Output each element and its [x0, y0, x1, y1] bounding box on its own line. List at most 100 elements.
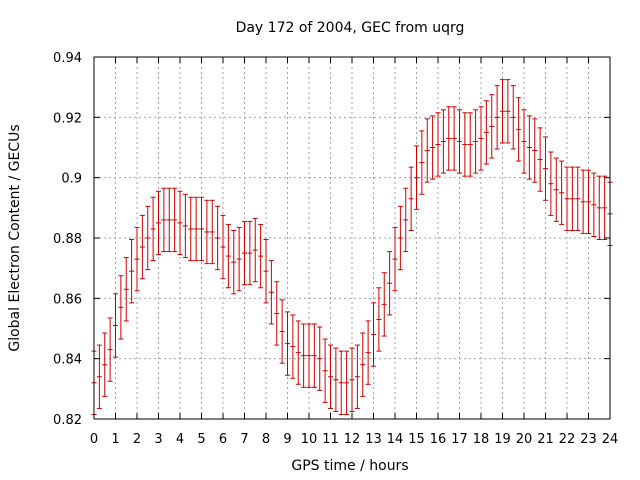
error-bar-point — [96, 344, 102, 409]
error-bar-point — [311, 323, 317, 388]
error-bar-point — [559, 160, 565, 225]
y-axis-title: Global Electron Content / GECUs — [7, 124, 23, 351]
error-bar-point — [209, 199, 215, 265]
error-bar-point — [306, 323, 312, 388]
x-tick-label: 11 — [322, 432, 339, 447]
error-bar-point — [586, 169, 591, 234]
error-bar-point — [263, 239, 269, 304]
error-bar-point — [236, 226, 242, 292]
x-tick-label: 16 — [430, 432, 447, 447]
y-tick-label: 0.92 — [53, 111, 82, 126]
error-bar-point — [521, 109, 527, 174]
error-bar-point — [435, 112, 441, 177]
error-bar-point — [188, 196, 194, 262]
error-bar-point — [591, 172, 597, 237]
error-bar-point — [457, 109, 462, 174]
error-bar-point — [242, 220, 247, 286]
error-bar-point — [403, 187, 409, 253]
y-tick-label: 0.84 — [53, 353, 82, 368]
error-bar-point — [279, 299, 285, 364]
error-bar-point — [478, 106, 484, 171]
error-bar-point — [440, 109, 446, 174]
x-tick-label: 9 — [283, 432, 291, 447]
error-bar-point — [548, 151, 554, 216]
error-bar-point — [247, 220, 253, 286]
error-bar-point — [467, 112, 473, 177]
error-bar-point — [113, 293, 118, 358]
x-tick-label: 20 — [516, 432, 533, 447]
error-bar-point — [376, 287, 382, 352]
error-bar-point — [134, 226, 140, 292]
error-bar-point — [371, 302, 376, 367]
error-bar-point — [360, 332, 366, 397]
x-tick-label: 23 — [580, 432, 597, 447]
error-bar-point — [424, 118, 430, 183]
x-tick-label: 4 — [176, 432, 184, 447]
error-bar-point — [177, 190, 183, 256]
error-bar-point — [392, 226, 398, 292]
error-bar-point — [199, 196, 204, 262]
error-bar-point — [225, 223, 231, 289]
x-tick-label: 12 — [344, 432, 361, 447]
x-tick-label: 24 — [602, 432, 619, 447]
error-bar-point — [145, 205, 151, 271]
error-bar-point — [139, 214, 145, 280]
error-bar-point — [526, 115, 532, 180]
error-bar-point — [333, 347, 339, 412]
error-bar-point — [580, 169, 586, 234]
error-bar-point — [252, 217, 258, 283]
error-bar-point — [381, 272, 387, 337]
error-bar-point — [258, 223, 264, 289]
error-bar-point — [349, 347, 355, 412]
x-tick-label: 2 — [133, 432, 141, 447]
error-bar-point — [397, 205, 403, 271]
x-axis-title: GPS time / hours — [291, 458, 408, 474]
error-bar-point — [107, 317, 113, 382]
error-bar-point — [516, 97, 522, 162]
x-tick-label: 17 — [451, 432, 468, 447]
error-bar-point — [317, 326, 323, 391]
x-tick-label: 0 — [90, 432, 98, 447]
error-bar-point — [285, 311, 290, 376]
error-bar-point — [344, 350, 350, 415]
x-tick-label: 10 — [301, 432, 318, 447]
axis-ticks — [93, 56, 611, 420]
error-bar-point — [215, 205, 221, 271]
error-bar-point — [220, 214, 226, 280]
chart-title: Day 172 of 2004, GEC from uqrg — [236, 20, 465, 36]
error-bar-point — [322, 338, 328, 403]
error-bar-point — [596, 175, 602, 241]
error-bar-point — [575, 166, 581, 231]
error-bar-point — [123, 257, 129, 322]
error-bar-point — [150, 196, 156, 262]
x-tick-label: 13 — [365, 432, 382, 447]
x-tick-label: 3 — [154, 432, 162, 447]
error-bar-point — [301, 323, 307, 388]
error-bar-point — [365, 320, 371, 385]
error-bar-point — [537, 127, 543, 192]
error-bar-point — [414, 145, 419, 210]
error-bar-point — [172, 187, 178, 253]
error-bar-point — [338, 350, 344, 415]
x-tick-label: 7 — [240, 432, 248, 447]
y-tick-label: 0.86 — [53, 292, 82, 307]
error-bar-point — [446, 106, 452, 171]
error-bar-point — [231, 229, 237, 295]
error-bar-point — [182, 193, 188, 259]
error-bar-point — [564, 166, 570, 231]
error-bar-point — [494, 85, 500, 150]
error-bar-point — [102, 332, 108, 397]
error-bar-point — [569, 166, 575, 231]
x-tick-label: 15 — [408, 432, 425, 447]
error-bar-point — [290, 314, 296, 379]
error-bar-point — [118, 275, 124, 340]
error-bar-point — [543, 136, 548, 201]
x-tick-label: 19 — [494, 432, 511, 447]
error-bar-point — [354, 344, 360, 409]
x-tick-label: 1 — [111, 432, 119, 447]
x-tick-label: 22 — [559, 432, 576, 447]
y-tick-label: 0.88 — [53, 232, 82, 247]
error-bar-point — [156, 190, 161, 256]
error-bar-point — [489, 94, 495, 159]
